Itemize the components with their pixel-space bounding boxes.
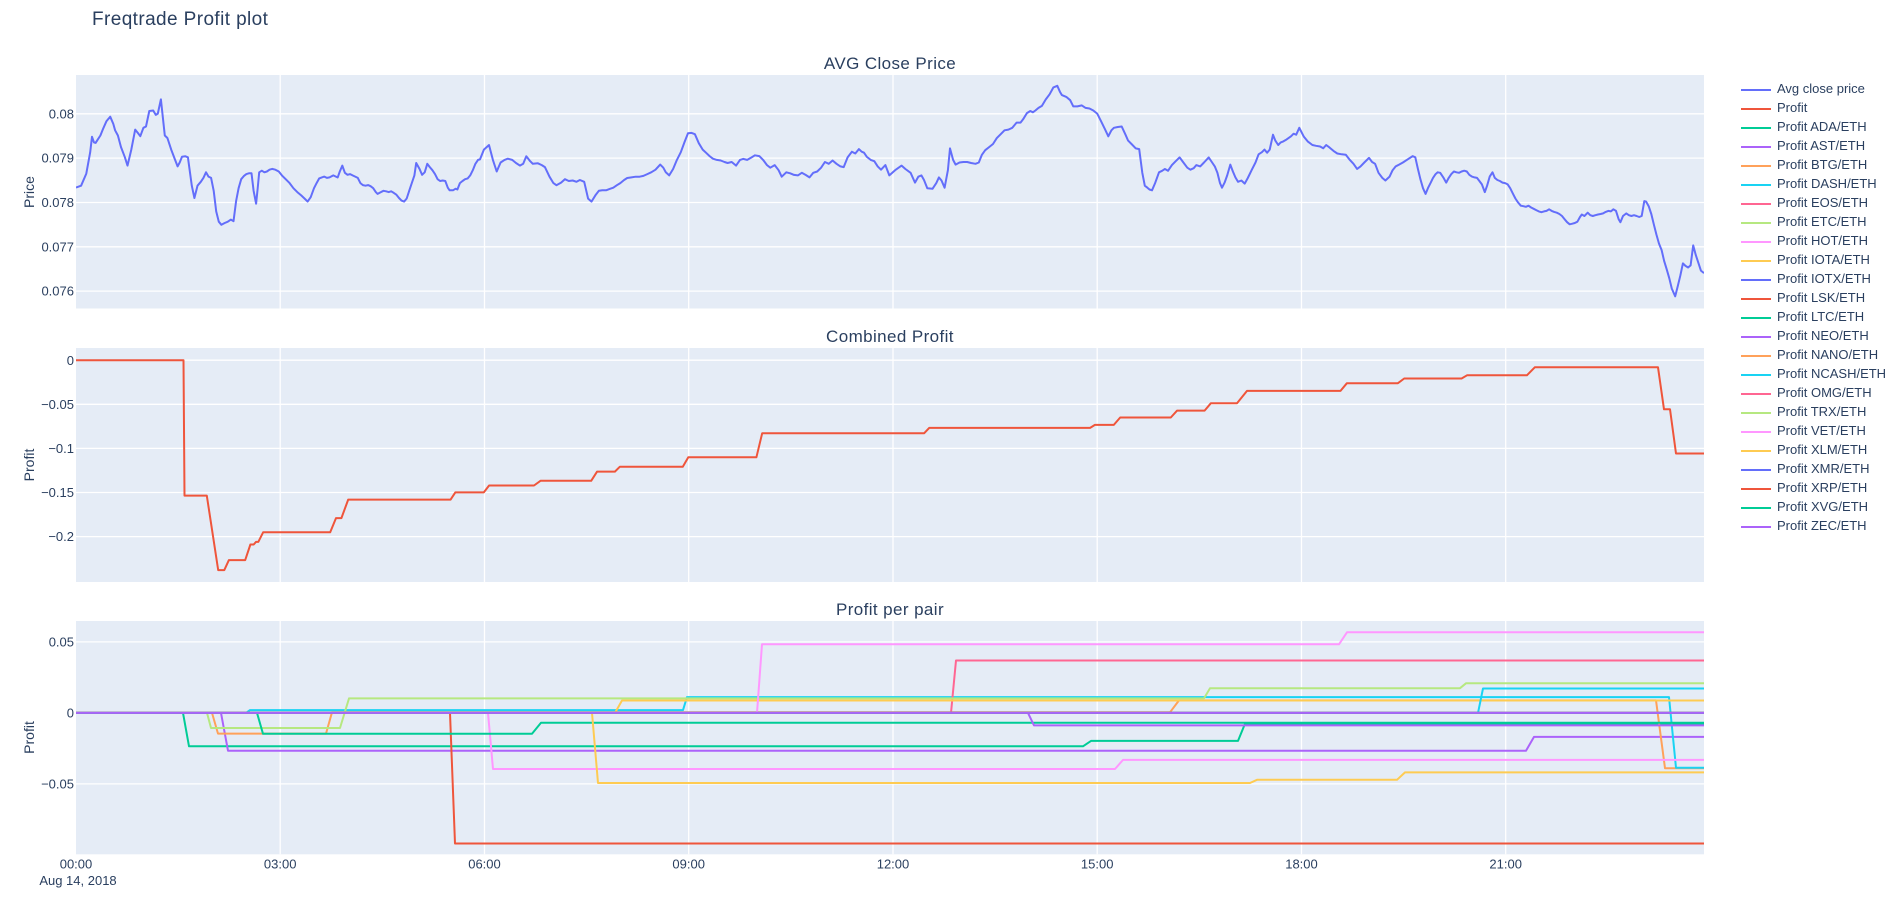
svg-text:Profit IOTX/ETH: Profit IOTX/ETH: [1777, 271, 1871, 286]
svg-text:Profit XLM/ETH: Profit XLM/ETH: [1777, 442, 1867, 457]
svg-text:Profit: Profit: [1777, 100, 1808, 115]
svg-text:18:00: 18:00: [1285, 857, 1318, 872]
svg-text:Profit NEO/ETH: Profit NEO/ETH: [1777, 328, 1869, 343]
svg-text:−0.05: −0.05: [41, 777, 74, 792]
svg-text:Price: Price: [21, 176, 37, 208]
svg-text:Profit LSK/ETH: Profit LSK/ETH: [1777, 290, 1865, 305]
svg-text:−0.15: −0.15: [41, 485, 74, 500]
svg-text:Profit EOS/ETH: Profit EOS/ETH: [1777, 195, 1868, 210]
svg-text:Profit IOTA/ETH: Profit IOTA/ETH: [1777, 252, 1870, 267]
svg-text:0.08: 0.08: [49, 106, 74, 121]
svg-text:0.078: 0.078: [41, 195, 74, 210]
svg-text:−0.05: −0.05: [41, 397, 74, 412]
svg-text:00:00: 00:00: [60, 857, 93, 872]
svg-text:0: 0: [67, 706, 74, 721]
svg-text:Profit TRX/ETH: Profit TRX/ETH: [1777, 404, 1866, 419]
svg-text:12:00: 12:00: [877, 857, 910, 872]
svg-text:Profit LTC/ETH: Profit LTC/ETH: [1777, 309, 1864, 324]
svg-text:Profit NCASH/ETH: Profit NCASH/ETH: [1777, 366, 1886, 381]
svg-text:Profit ZEC/ETH: Profit ZEC/ETH: [1777, 518, 1867, 533]
svg-text:Profit AST/ETH: Profit AST/ETH: [1777, 138, 1865, 153]
svg-text:Aug 14, 2018: Aug 14, 2018: [39, 873, 116, 888]
svg-text:Profit BTG/ETH: Profit BTG/ETH: [1777, 157, 1867, 172]
svg-text:Profit ETC/ETH: Profit ETC/ETH: [1777, 214, 1867, 229]
svg-text:0.076: 0.076: [41, 284, 74, 299]
svg-text:−0.1: −0.1: [48, 441, 74, 456]
svg-text:Freqtrade Profit plot: Freqtrade Profit plot: [92, 9, 269, 30]
svg-text:Profit HOT/ETH: Profit HOT/ETH: [1777, 233, 1868, 248]
svg-text:Profit: Profit: [21, 721, 37, 754]
svg-text:Profit VET/ETH: Profit VET/ETH: [1777, 423, 1866, 438]
svg-text:0.05: 0.05: [49, 635, 74, 650]
svg-text:Combined Profit: Combined Profit: [826, 327, 954, 346]
svg-text:Profit: Profit: [21, 449, 37, 482]
svg-text:Avg close price: Avg close price: [1777, 81, 1865, 96]
svg-text:0.077: 0.077: [41, 239, 74, 254]
svg-text:Profit DASH/ETH: Profit DASH/ETH: [1777, 176, 1877, 191]
svg-text:Profit XVG/ETH: Profit XVG/ETH: [1777, 499, 1868, 514]
svg-text:09:00: 09:00: [672, 857, 705, 872]
svg-text:AVG Close Price: AVG Close Price: [824, 54, 956, 73]
svg-text:Profit OMG/ETH: Profit OMG/ETH: [1777, 385, 1872, 400]
svg-text:Profit XMR/ETH: Profit XMR/ETH: [1777, 461, 1869, 476]
svg-text:Profit NANO/ETH: Profit NANO/ETH: [1777, 347, 1878, 362]
svg-text:0: 0: [67, 353, 74, 368]
svg-text:15:00: 15:00: [1081, 857, 1114, 872]
svg-text:0.079: 0.079: [41, 151, 74, 166]
svg-text:Profit XRP/ETH: Profit XRP/ETH: [1777, 480, 1867, 495]
svg-text:21:00: 21:00: [1489, 857, 1522, 872]
svg-text:Profit ADA/ETH: Profit ADA/ETH: [1777, 119, 1867, 134]
svg-text:06:00: 06:00: [468, 857, 501, 872]
svg-text:03:00: 03:00: [264, 857, 297, 872]
svg-text:Profit per pair: Profit per pair: [836, 600, 944, 619]
svg-text:−0.2: −0.2: [48, 529, 74, 544]
